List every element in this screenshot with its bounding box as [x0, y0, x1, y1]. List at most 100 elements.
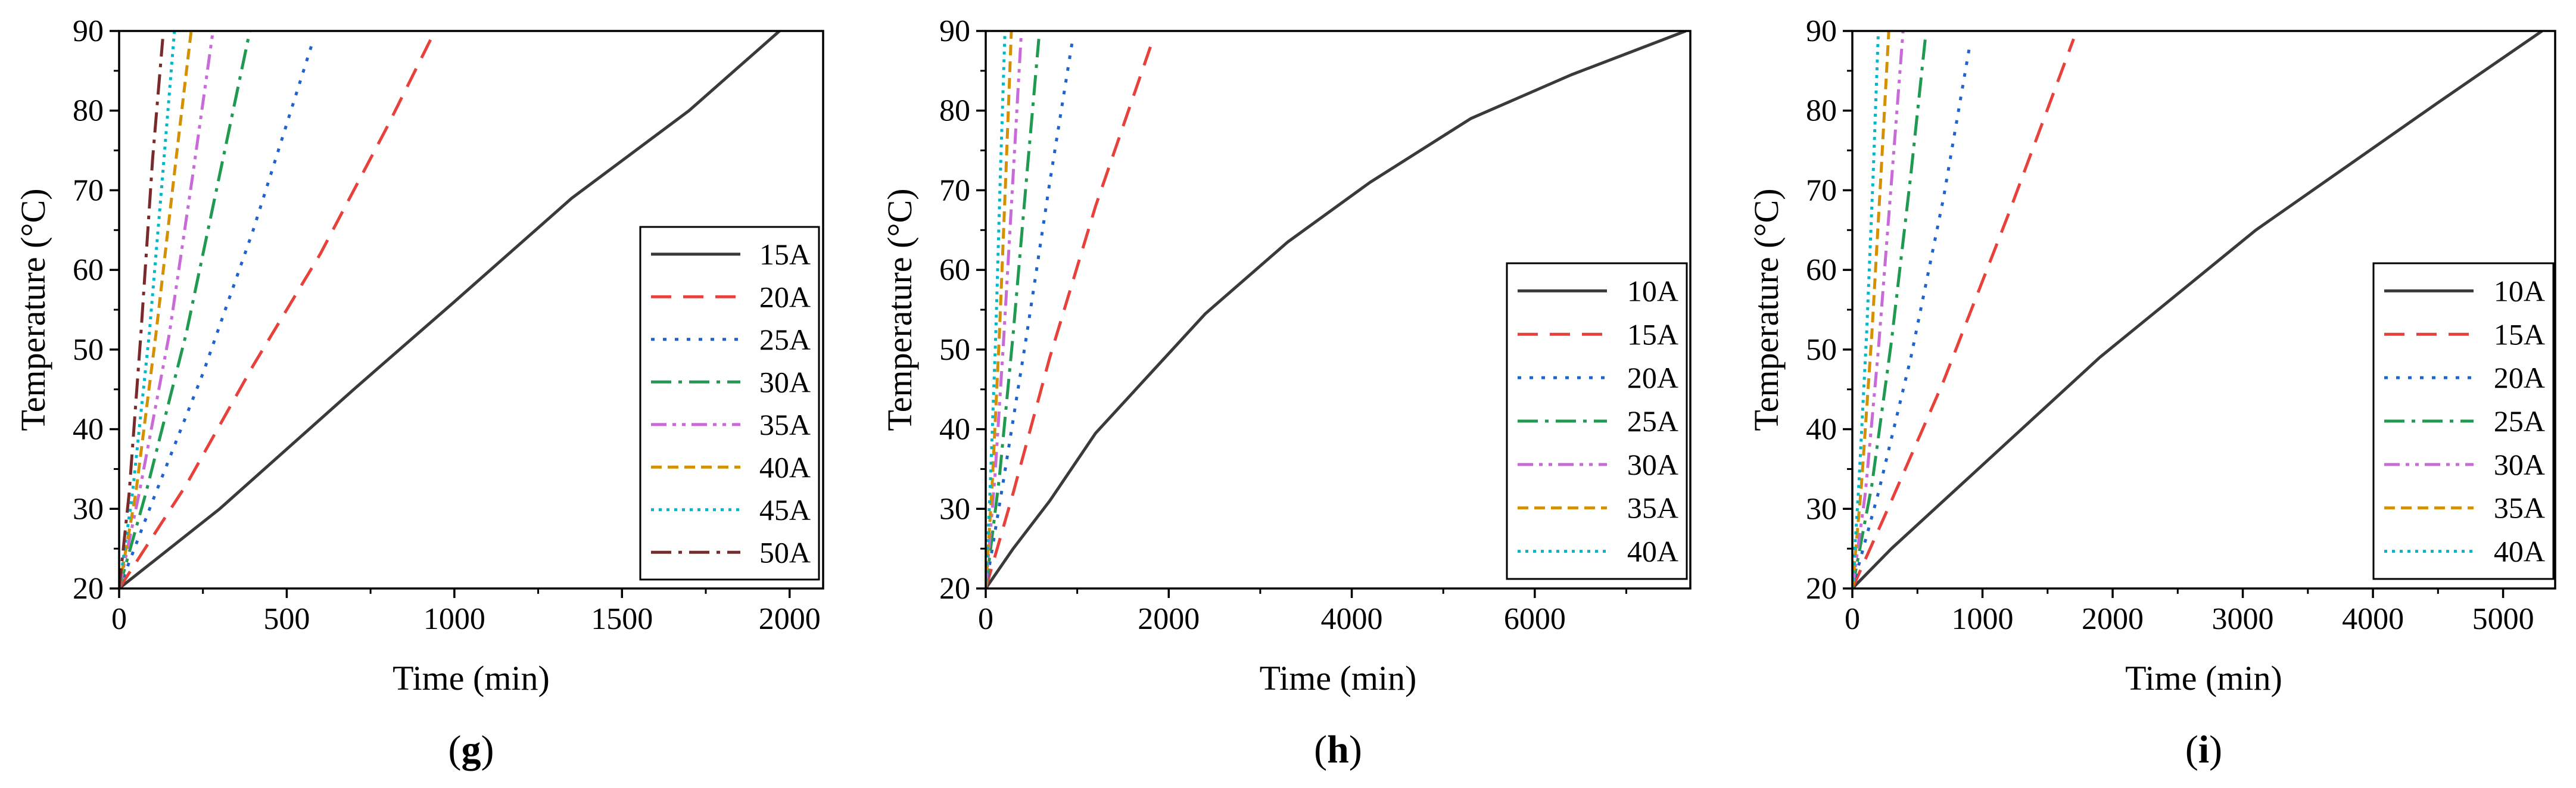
x-tick-label: 5000 — [2472, 602, 2534, 636]
x-tick-label: 1500 — [591, 602, 653, 636]
legend-label-25A: 25A — [1627, 404, 1678, 438]
y-tick-label: 70 — [1806, 173, 1837, 207]
series-line-30A — [986, 31, 1023, 588]
y-tick-label: 40 — [73, 413, 104, 447]
x-tick-label: 0 — [111, 602, 127, 636]
x-tick-label: 1000 — [1952, 602, 2014, 636]
x-tick-label: 0 — [1845, 602, 1860, 636]
y-tick-label: 80 — [73, 94, 104, 128]
y-tick-label: 40 — [1806, 413, 1837, 447]
y-tick-label: 70 — [73, 173, 104, 207]
y-tick-label: 50 — [939, 333, 970, 367]
x-tick-label: 4000 — [1321, 602, 1383, 636]
y-tick-label: 40 — [939, 413, 970, 447]
legend-label-40A: 40A — [759, 450, 811, 484]
series-group — [986, 31, 1687, 588]
series-line-40A — [119, 31, 193, 588]
legend-label-30A: 30A — [2494, 448, 2545, 481]
y-tick-label: 30 — [73, 492, 104, 526]
legend-label-45A: 45A — [759, 493, 811, 527]
series-line-30A — [1852, 31, 1905, 588]
legend-label-35A: 35A — [2494, 491, 2545, 525]
series-line-25A — [1852, 39, 1927, 588]
x-tick-label: 2000 — [2082, 602, 2144, 636]
series-line-20A — [119, 38, 432, 588]
legend: 10A 15A 20A 25A 30A 35A 40A — [2372, 262, 2555, 580]
legend: 15A 20A 25A 30A 35A 40A 45A 50A — [639, 226, 820, 581]
x-axis-label: Time (min) — [1260, 659, 1417, 697]
legend-label-25A: 25A — [2494, 404, 2545, 438]
x-tick-label: 1000 — [423, 602, 485, 636]
series-line-15A — [119, 31, 781, 588]
legend-label-15A: 15A — [759, 238, 811, 271]
legend: 10A 15A 20A 25A 30A 35A 40A — [1506, 262, 1688, 580]
x-axis-label: Time (min) — [2125, 659, 2282, 697]
series-line-10A — [1852, 31, 2543, 588]
legend-label-10A: 10A — [2494, 274, 2545, 307]
legend-label-20A: 20A — [1627, 361, 1678, 394]
x-tick-label: 2000 — [759, 602, 821, 636]
y-axis-label: Temperature (°C) — [1747, 188, 1786, 431]
y-tick-label: 30 — [939, 492, 970, 526]
y-tick-label: 80 — [939, 94, 970, 128]
y-tick-label: 20 — [1806, 572, 1837, 606]
series-line-25A — [986, 39, 1041, 588]
legend-label-50A: 50A — [759, 535, 811, 569]
y-axis-label: Temperature (°C) — [14, 188, 52, 431]
legend-label-40A: 40A — [1627, 535, 1678, 568]
legend-label-30A: 30A — [759, 365, 811, 398]
series-line-20A — [1852, 46, 1971, 588]
y-tick-label: 50 — [73, 333, 104, 367]
series-line-15A — [986, 46, 1152, 588]
legend-label-25A: 25A — [759, 323, 811, 356]
y-axis-label: Temperature (°C) — [880, 188, 919, 431]
legend-box — [639, 226, 820, 581]
legend-label-35A: 35A — [759, 408, 811, 441]
legend-label-15A: 15A — [2494, 317, 2545, 351]
series-line-35A — [1852, 31, 1890, 588]
y-tick-label: 90 — [1806, 14, 1837, 48]
series-group — [1852, 31, 2543, 588]
legend-label-35A: 35A — [1627, 491, 1678, 525]
y-tick-label: 50 — [1806, 333, 1837, 367]
y-tick-label: 90 — [73, 14, 104, 48]
series-line-30A — [119, 31, 251, 588]
legend-label-20A: 20A — [2494, 361, 2545, 394]
x-tick-label: 3000 — [2212, 602, 2274, 636]
y-tick-label: 90 — [939, 14, 970, 48]
y-tick-label: 30 — [1806, 492, 1837, 526]
chart-panel-g: 0 500 1000 1500 2000 20 30 40 50 60 70 80 90 Time (mi… — [14, 14, 824, 771]
series-line-25A — [119, 38, 315, 588]
series-line-35A — [119, 31, 215, 588]
panel-label: (g) — [448, 728, 494, 771]
series-line-35A — [986, 31, 1013, 588]
y-tick-label: 60 — [939, 253, 970, 287]
y-tick-label: 60 — [73, 253, 104, 287]
legend-label-30A: 30A — [1627, 448, 1678, 481]
x-tick-label: 0 — [978, 602, 993, 636]
x-tick-label: 6000 — [1504, 602, 1566, 636]
chart-panel-i: 0 1000 2000 3000 4000 5000 20 30 40 50 60 70 80 90 Tim… — [1747, 14, 2556, 771]
series-group — [119, 31, 781, 588]
y-tick-label: 80 — [1806, 94, 1837, 128]
legend-label-15A: 15A — [1627, 317, 1678, 351]
y-tick-label: 20 — [939, 572, 970, 606]
y-tick-label: 70 — [939, 173, 970, 207]
series-line-15A — [1852, 38, 2075, 588]
x-axis-label: Time (min) — [393, 659, 550, 697]
panel-label: (h) — [1314, 728, 1362, 771]
series-line-45A — [119, 31, 176, 588]
x-tick-label: 2000 — [1138, 602, 1200, 636]
series-line-50A — [119, 39, 164, 588]
legend-label-20A: 20A — [759, 280, 811, 313]
legend-label-40A: 40A — [2494, 535, 2545, 568]
panel-label: (i) — [2185, 728, 2222, 771]
y-tick-label: 20 — [73, 572, 104, 606]
x-tick-label: 500 — [263, 602, 310, 636]
series-line-10A — [986, 31, 1687, 588]
chart-panel-h: 0 2000 4000 6000 20 30 40 50 60 70 80 90 Time (min) T… — [880, 14, 1692, 771]
x-tick-label: 4000 — [2342, 602, 2404, 636]
y-tick-label: 60 — [1806, 253, 1837, 287]
legend-label-10A: 10A — [1627, 274, 1678, 307]
